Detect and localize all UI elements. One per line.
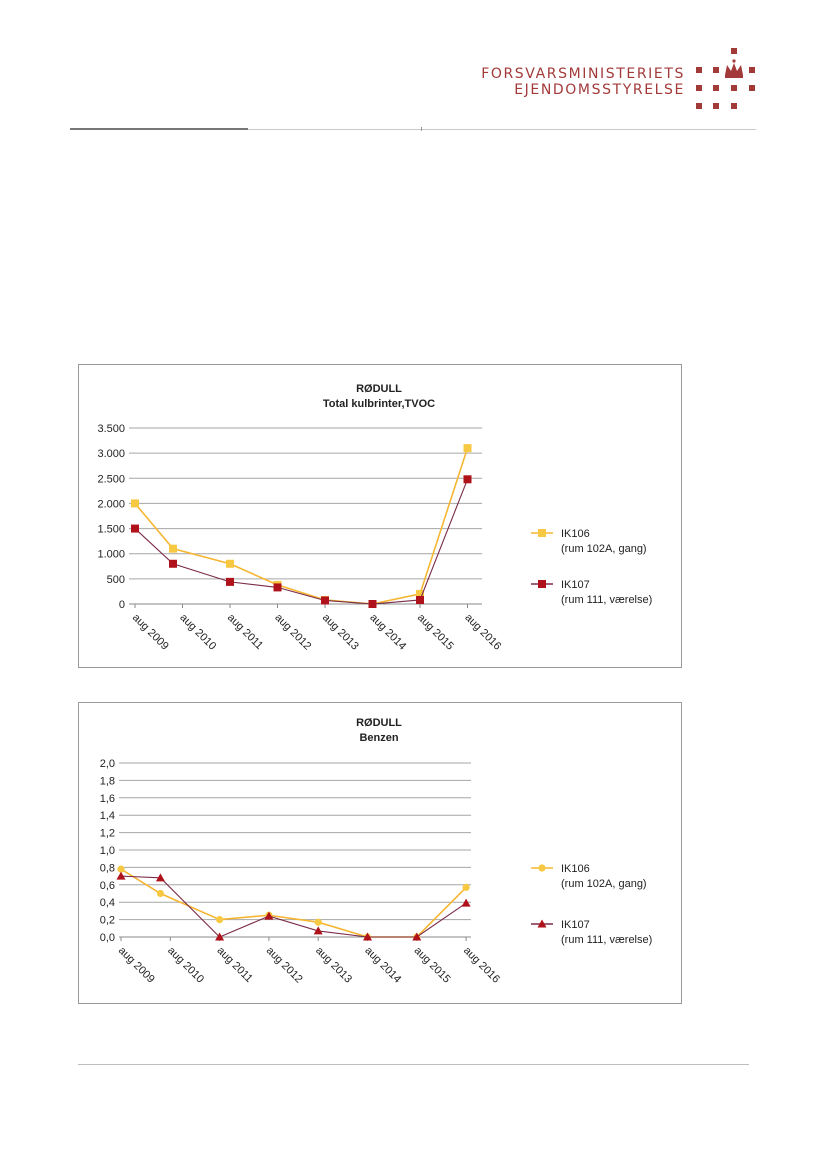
data-point — [169, 559, 177, 568]
data-point — [462, 883, 470, 892]
x-tick-label: aug 2010 — [165, 945, 206, 986]
y-tick-label: 1.000 — [97, 549, 125, 561]
chart-benzen: RØDULL Benzen 0,0 0,2 0,4 0,6 0,8 1,0 1,2 1,4 1,6 1… — [78, 702, 682, 1004]
y-tick-label: 1,0 — [100, 845, 115, 857]
x-tick-label: aug 2015 — [412, 945, 453, 986]
data-point — [169, 544, 177, 553]
y-tick-label: 2.500 — [97, 473, 125, 485]
legend-marker — [537, 919, 547, 928]
data-point — [155, 873, 165, 882]
y-tick-label: 0,0 — [100, 932, 115, 944]
chart-tvoc-svg: RØDULL Total kulbrinter,TVOC 0 500 1.000 1.50… — [97, 383, 652, 653]
data-point — [117, 865, 125, 873]
x-tick-label: aug 2013 — [313, 945, 354, 986]
x-tick-label: aug 2016 — [461, 945, 502, 986]
series-line — [134, 447, 469, 605]
x-tick-label: aug 2015 — [415, 612, 456, 653]
chart-title: RØDULL — [356, 383, 402, 395]
y-tick-label: 2,0 — [100, 758, 115, 770]
x-tick-label: aug 2009 — [116, 945, 157, 986]
x-tick-label: aug 2012 — [272, 612, 313, 653]
x-tick-label: aug 2011 — [225, 612, 265, 652]
y-tick-label: 1,8 — [100, 775, 115, 787]
series-ik106 — [117, 865, 470, 941]
data-point — [131, 524, 139, 533]
data-point — [264, 911, 274, 920]
y-tick-label: 2.000 — [97, 498, 125, 510]
data-point — [461, 898, 471, 907]
y-tick-label: 1,6 — [100, 793, 115, 805]
data-point — [156, 889, 165, 898]
y-tick-label: 1.500 — [97, 524, 125, 536]
data-point — [363, 932, 372, 941]
footer-rule — [78, 1064, 749, 1065]
legend-label: IK106 — [561, 863, 590, 875]
data-point — [273, 583, 282, 592]
data-point — [215, 932, 225, 941]
series-ik106 — [131, 444, 472, 608]
org-name-line2: EJENDOMSSTYRELSE — [514, 82, 685, 98]
data-point — [314, 918, 322, 926]
legend-marker — [538, 580, 546, 588]
x-tick-label: aug 2011 — [214, 945, 254, 985]
data-point — [416, 589, 424, 598]
y-tick-label: 3.500 — [97, 423, 125, 435]
y-tick-label: 500 — [107, 574, 125, 586]
org-name-line1: FORSVARSMINISTERIETS — [481, 66, 685, 82]
crown-dots-logo-icon — [696, 48, 755, 109]
x-tick-label: aug 2013 — [320, 612, 361, 653]
series-line — [120, 875, 467, 938]
series-ik107 — [131, 475, 472, 608]
legend-marker — [538, 864, 546, 872]
data-point — [412, 932, 422, 941]
series-ik107 — [116, 871, 471, 941]
data-point — [416, 595, 424, 604]
x-tick-label: aug 2012 — [264, 945, 305, 986]
data-point — [313, 926, 323, 935]
data-point — [226, 577, 234, 586]
series-line — [120, 868, 467, 938]
legend-sublabel: (rum 111, værelse) — [561, 934, 652, 946]
legend-label: IK107 — [561, 919, 590, 931]
chart-subtitle: Benzen — [359, 732, 398, 744]
legend-sublabel: (rum 102A, gang) — [561, 543, 647, 555]
legend-sublabel: (rum 102A, gang) — [561, 878, 647, 890]
x-tick-label: aug 2014 — [367, 612, 408, 653]
data-point — [463, 475, 472, 484]
chart-tvoc: RØDULL Total kulbrinter,TVOC 0 500 1.000 1.50… — [78, 364, 682, 668]
legend-label: IK107 — [561, 579, 590, 591]
data-point — [116, 871, 126, 880]
chart-benzen-svg: RØDULL Benzen 0,0 0,2 0,4 0,6 0,8 1,0 1,2 1,4 1,6 1… — [100, 717, 653, 986]
series-line — [134, 479, 469, 605]
legend-label: IK106 — [561, 528, 590, 540]
data-point — [463, 444, 472, 453]
y-tick-label: 1,2 — [100, 828, 115, 840]
data-point — [131, 499, 139, 508]
data-point — [321, 596, 329, 605]
chart-subtitle: Total kulbrinter,TVOC — [323, 398, 435, 410]
x-tick-label: aug 2014 — [362, 945, 403, 986]
header-rule — [70, 127, 756, 131]
x-tick-label: aug 2009 — [130, 612, 171, 653]
y-tick-label: 0,4 — [100, 897, 115, 909]
y-tick-label: 1,4 — [100, 810, 115, 822]
y-tick-label: 0,2 — [100, 915, 115, 927]
chart-title: RØDULL — [356, 717, 402, 729]
x-tick-label: aug 2016 — [462, 612, 503, 653]
organization-name: FORSVARSMINISTERIETS EJENDOMSSTYRELSE — [481, 66, 685, 98]
legend-sublabel: (rum 111, værelse) — [561, 594, 652, 606]
y-tick-label: 0,8 — [100, 862, 115, 874]
x-tick-label: aug 2010 — [177, 612, 218, 653]
data-point — [226, 559, 234, 568]
y-tick-label: 0 — [119, 599, 125, 611]
data-point — [368, 600, 377, 608]
y-tick-label: 0,6 — [100, 880, 115, 892]
y-tick-label: 3.000 — [97, 448, 125, 460]
data-point — [216, 916, 224, 924]
legend-marker — [538, 529, 546, 537]
